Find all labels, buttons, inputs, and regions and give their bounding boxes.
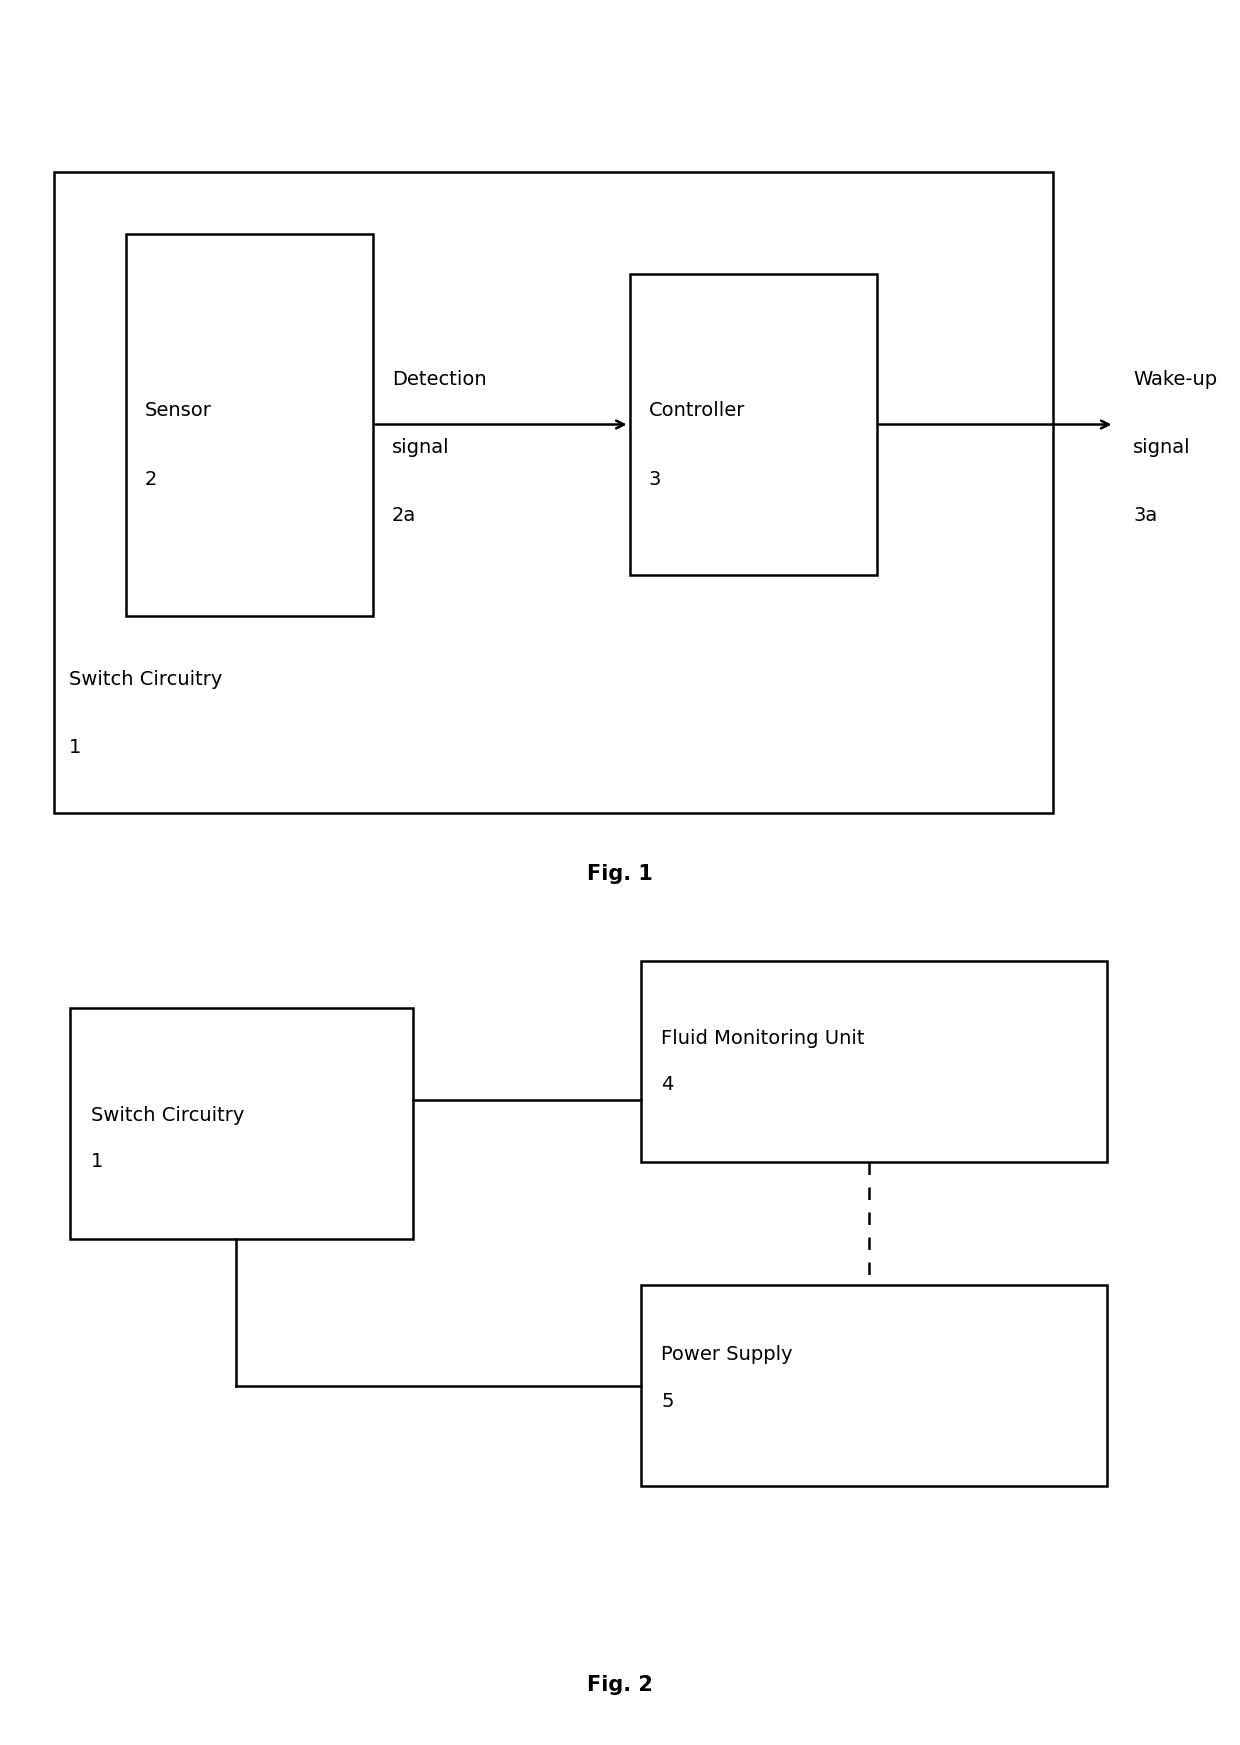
Bar	[55, 173, 1053, 813]
Text: Sensor: Sensor	[145, 401, 212, 421]
Text: 5: 5	[661, 1393, 675, 1410]
Text: Switch Circuitry: Switch Circuitry	[68, 670, 222, 689]
Text: Wake-up: Wake-up	[1133, 370, 1218, 389]
Text: 4: 4	[661, 1075, 673, 1094]
Text: Detection: Detection	[392, 370, 486, 389]
Text: Fig. 1: Fig. 1	[587, 864, 653, 883]
Text: 3a: 3a	[1133, 506, 1158, 525]
Text: 2: 2	[145, 469, 157, 489]
Bar	[641, 1286, 1107, 1487]
Text: Power Supply: Power Supply	[661, 1345, 794, 1365]
Text: 2a: 2a	[392, 506, 417, 525]
Text: signal: signal	[392, 438, 449, 457]
Bar	[641, 961, 1107, 1162]
Bar	[71, 1007, 413, 1239]
Text: signal: signal	[1133, 438, 1190, 457]
Text: 3: 3	[649, 469, 661, 489]
Text: Fluid Monitoring Unit: Fluid Monitoring Unit	[661, 1030, 866, 1049]
Text: 1: 1	[68, 738, 81, 757]
Text: Switch Circuitry: Switch Circuitry	[91, 1106, 244, 1126]
Bar	[630, 274, 877, 574]
Text: Fig. 2: Fig. 2	[587, 1675, 653, 1694]
Text: Controller: Controller	[649, 401, 745, 421]
Text: 1: 1	[91, 1152, 103, 1171]
Bar	[125, 234, 373, 616]
